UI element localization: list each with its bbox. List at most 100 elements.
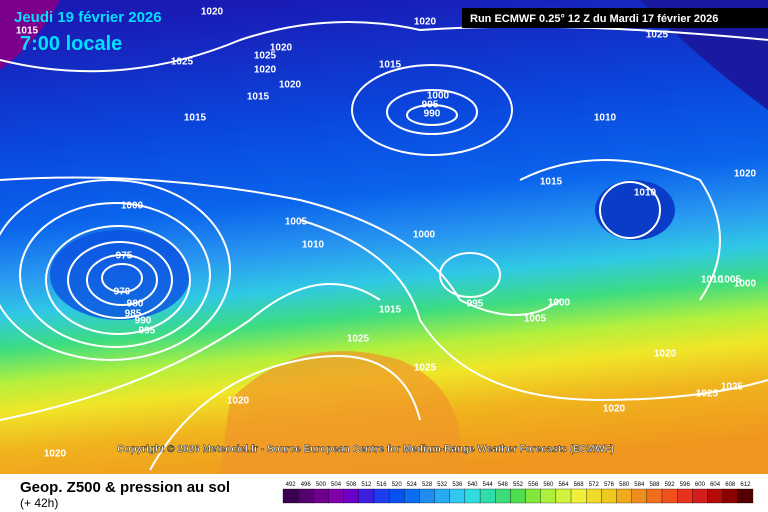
scale-label: 516 [377, 482, 388, 488]
isobar-label: 1020 [414, 17, 437, 28]
scale-label: 572 [589, 482, 600, 488]
isobar-label: 1005 [524, 314, 547, 325]
scale-label: 536 [452, 482, 463, 488]
scale-label: 604 [710, 482, 721, 488]
scale-swatch [601, 488, 617, 504]
scale-label: 524 [407, 482, 418, 488]
isobar-label: 1025 [254, 51, 277, 62]
scale-label: 612 [740, 482, 751, 488]
isobar-label: 1020 [654, 349, 677, 360]
isobar-label: 1020 [227, 396, 250, 407]
run-info: Run ECMWF 0.25° 12 Z du Mardi 17 février… [470, 13, 718, 25]
scale-label: 520 [392, 482, 403, 488]
isobar-label: 1025 [414, 363, 437, 374]
scale-label: 608 [725, 482, 736, 488]
scale-label: 580 [619, 482, 630, 488]
isobar-label: 1000 [548, 298, 571, 309]
forecast-date: Jeudi 19 février 2026 [14, 9, 162, 26]
isobar-label: 1010 [701, 275, 724, 286]
scale-label: 540 [468, 482, 479, 488]
scale-swatch [388, 488, 405, 504]
cold-core [0, 0, 60, 70]
scale-swatch [631, 488, 648, 504]
isobars [0, 21, 768, 471]
scale-swatch [722, 488, 738, 504]
scale-label: 600 [695, 482, 706, 488]
isobar-label: 995 [139, 326, 156, 337]
isobar-label: 1025 [646, 30, 669, 41]
scale-swatch [540, 488, 557, 504]
scale-swatch [692, 488, 708, 504]
scale-swatch [677, 488, 693, 504]
isobar-label: 995 [467, 299, 484, 310]
scale-swatch [464, 488, 481, 504]
isobar-label: 1020 [201, 7, 224, 18]
scale-swatch [570, 488, 587, 504]
scale-swatch [495, 488, 511, 504]
scale-swatch [328, 488, 344, 504]
isobar-label: 975 [116, 251, 133, 262]
scale-label: 508 [346, 482, 357, 488]
scale-swatch [661, 488, 678, 504]
isobar-label: 1025 [721, 382, 744, 393]
scale-swatch [358, 488, 375, 504]
scale-swatch [707, 488, 723, 504]
scale-swatch [616, 488, 632, 504]
scale-label: 552 [513, 482, 524, 488]
scale-label: 496 [301, 482, 312, 488]
scale-swatch [373, 488, 390, 504]
isobar-label: 1010 [634, 188, 657, 199]
scale-label: 556 [528, 482, 539, 488]
scale-swatch [282, 488, 299, 504]
isobar-label: 1000 [413, 230, 436, 241]
isobar-label: 1020 [279, 80, 302, 91]
scale-label: 548 [498, 482, 509, 488]
isobar-label: 990 [135, 316, 152, 327]
isobar-label: 1015 [540, 177, 563, 188]
scale-swatch [343, 488, 359, 504]
scale-label: 592 [665, 482, 676, 488]
scale-label: 532 [437, 482, 448, 488]
scale-swatch [434, 488, 450, 504]
isobar-label: 1005 [285, 217, 308, 228]
isobar-label: 1015 [379, 60, 402, 71]
isobar-label: 1020 [44, 449, 67, 460]
scale-label: 568 [574, 482, 585, 488]
scale-label: 512 [361, 482, 372, 488]
scale-swatch [737, 488, 754, 504]
scale-label: 596 [680, 482, 691, 488]
isobar-label: 970 [114, 287, 131, 298]
scale-swatch [555, 488, 572, 504]
forecast-time: 7:00 locale [20, 33, 122, 55]
isobar-label: 1015 [184, 113, 207, 124]
scale-label: 584 [634, 482, 645, 488]
scale-swatch [298, 488, 314, 504]
scale-label: 492 [286, 482, 297, 488]
scale-swatch [479, 488, 496, 504]
scale-swatch [449, 488, 466, 504]
isobar-label: 1000 [121, 201, 144, 212]
isobar-label: 1000 [427, 91, 450, 102]
isobar-label: 1005 [719, 275, 742, 286]
isobar-label: 1015 [16, 26, 39, 37]
low-area [50, 230, 190, 320]
scale-swatch [646, 488, 663, 504]
legend-title: Geop. Z500 & pression au sol [20, 479, 230, 496]
isobar-label: 1010 [594, 113, 617, 124]
isobar-label: 1025 [696, 389, 719, 400]
isobar-label: 980 [127, 299, 144, 310]
isobar-label: 1010 [302, 240, 325, 251]
isobar-label: 1025 [171, 57, 194, 68]
scale-swatch [525, 488, 541, 504]
scale-label: 504 [331, 482, 342, 488]
run-box [462, 8, 768, 28]
isobar-label: 1015 [247, 92, 270, 103]
isobar-label: 1020 [270, 43, 293, 54]
scale-label: 564 [558, 482, 569, 488]
isobar-label: 990 [424, 109, 441, 120]
copyright: Copyright © 2026 Meteociel.fr - Source E… [117, 444, 614, 455]
isobar-label: 1025 [347, 334, 370, 345]
scale-label: 588 [649, 482, 660, 488]
